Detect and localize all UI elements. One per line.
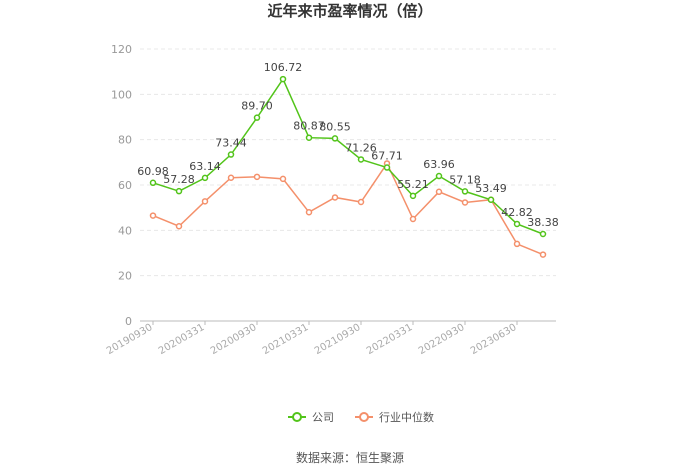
y-tick-label: 60 <box>118 179 132 192</box>
data-point <box>201 174 209 182</box>
data-label: 57.18 <box>449 173 481 186</box>
data-point <box>331 194 339 201</box>
data-point <box>539 251 547 258</box>
data-point <box>513 240 521 248</box>
data-label: 80.87 <box>293 120 325 133</box>
data-label: 80.55 <box>319 120 351 133</box>
source-note: 数据来源：恒生聚源 <box>296 450 404 465</box>
data-point <box>409 192 417 200</box>
data-point <box>305 134 313 141</box>
data-point <box>461 188 469 195</box>
y-tick-label: 120 <box>111 43 132 56</box>
data-point <box>513 220 521 228</box>
y-tick-label: 20 <box>118 270 132 283</box>
data-label: 67.71 <box>371 150 403 163</box>
legend-marker <box>292 412 302 422</box>
grid-lines <box>140 48 556 277</box>
data-point <box>201 198 209 205</box>
y-tick-label: 80 <box>118 134 132 147</box>
y-tick-label: 100 <box>111 88 132 101</box>
x-tick-label: 20230630 <box>469 322 519 357</box>
data-label: 38.38 <box>527 216 559 229</box>
data-label: 71.26 <box>345 141 377 154</box>
x-tick-labels: 20190930 20200331 20200930 20210331 20210930… <box>105 321 519 357</box>
data-label: 106.72 <box>264 61 303 74</box>
y-tick-labels: 0 20 40 60 80 100 120 <box>111 43 132 328</box>
data-point <box>539 230 547 238</box>
data-label: 73.44 <box>215 137 247 150</box>
data-point <box>383 164 391 171</box>
x-tick-label: 20220331 <box>365 322 415 357</box>
x-tick-label: 20210331 <box>261 322 311 357</box>
data-point <box>227 151 235 158</box>
series-group <box>149 75 547 258</box>
data-point <box>409 215 417 223</box>
data-label: 57.28 <box>163 173 195 186</box>
series-line <box>152 161 544 256</box>
data-point <box>253 114 261 121</box>
data-point <box>461 199 469 206</box>
series-line <box>152 77 544 235</box>
legend-label: 公司 <box>312 411 334 424</box>
data-point <box>279 175 287 183</box>
x-tick-label: 20220930 <box>417 322 467 357</box>
legend: 公司 行业中位数 <box>288 410 434 424</box>
data-point <box>227 174 235 181</box>
legend-marker <box>359 412 369 422</box>
data-point <box>435 188 443 196</box>
data-point <box>175 223 183 230</box>
data-label: 63.14 <box>189 160 221 173</box>
data-point <box>175 187 183 195</box>
data-label: 55.21 <box>397 178 429 191</box>
data-point <box>149 179 157 187</box>
y-tick-label: 40 <box>118 224 132 237</box>
chart-title: 近年来市盈率情况（倍） <box>267 2 432 20</box>
data-point <box>305 208 313 216</box>
data-label: 42.82 <box>501 206 533 219</box>
x-tick-label: 20200930 <box>209 322 259 357</box>
x-tick-label: 20200331 <box>157 322 207 357</box>
data-point <box>357 198 365 206</box>
legend-label: 行业中位数 <box>379 410 434 424</box>
y-tick-label: 0 <box>125 315 132 328</box>
data-label: 63.96 <box>423 158 455 171</box>
data-point <box>435 172 443 180</box>
data-label: 60.98 <box>137 165 169 178</box>
data-point <box>331 135 339 142</box>
data-label: 89.70 <box>241 100 273 113</box>
data-point <box>253 173 261 181</box>
data-point <box>357 156 365 163</box>
data-point <box>279 75 287 83</box>
data-point <box>487 196 495 204</box>
data-label: 53.49 <box>475 182 507 195</box>
data-point <box>149 212 157 219</box>
x-tick-label: 20210930 <box>313 322 363 357</box>
